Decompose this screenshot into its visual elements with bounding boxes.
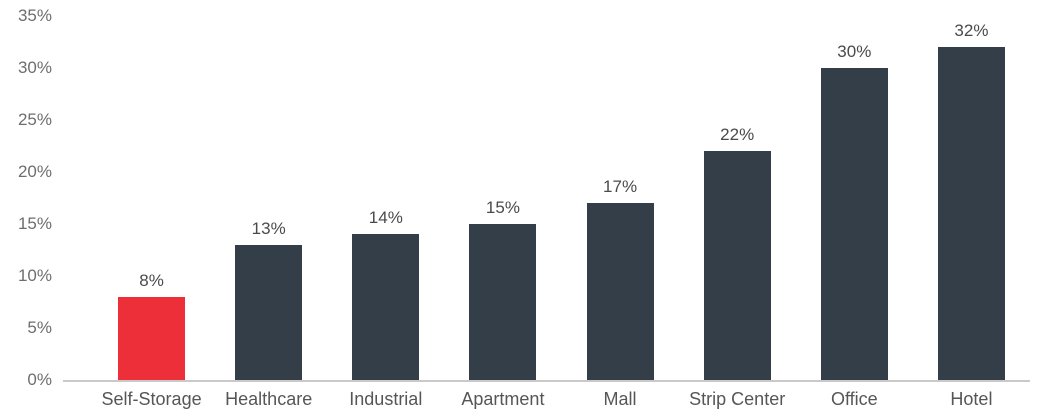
y-tick-label-10-: 10% [17,266,52,285]
bar-value-label-mall: 17% [603,177,638,197]
bar-slot-industrial: 14% [327,16,444,380]
bar-slot-self-storage: 8% [93,16,210,380]
x-category-label-hotel: Hotel [950,389,993,409]
bar-healthcare [235,244,303,380]
x-category-label-industrial: Industrial [349,389,423,409]
bar-strip-center [703,151,771,380]
x-category-label-apartment: Apartment [461,389,545,409]
x-category-label-strip-center: Strip Center [689,389,786,409]
y-tick-label-0-: 0% [27,370,52,389]
y-tick-label-20-: 20% [17,162,52,181]
y-axis: 0% 5% 10% 15% 20% 25% 30% 35% [0,0,52,419]
x-category-label-self-storage: Self-Storage [101,389,202,409]
x-category-label-mall: Mall [603,389,637,409]
y-tick-label-5-: 5% [27,318,52,337]
y-tick-label-15-: 15% [17,214,52,233]
bar-slot-hotel: 32% [913,16,1030,380]
bar-slot-office: 30% [796,16,913,380]
y-tick-label-30-: 30% [17,58,52,77]
x-category-label-office: Office [830,389,878,409]
x-axis: Self-Storage Healthcare Industrial Apartmen… [63,384,1030,409]
bar-value-label-self-storage: 8% [139,270,164,290]
bar-slot-mall: 17% [562,16,679,380]
bar-mall [586,203,654,380]
bar-slot-apartment: 15% [444,16,561,380]
bar-value-label-industrial: 14% [368,208,403,228]
bar-office [820,68,888,380]
bar-row: 8% 13% 14% 15% 17% 22% 30% 32% [63,16,1030,380]
bar-hotel [937,47,1005,380]
plot-area: 8% 13% 14% 15% 17% 22% 30% 32% [63,16,1030,382]
x-category-label-healthcare: Healthcare [225,389,313,409]
bar-slot-strip-center: 22% [679,16,796,380]
y-tick-label-35-: 35% [17,6,52,25]
y-tick-label-25-: 25% [17,110,52,129]
bar-value-label-apartment: 15% [485,198,520,217]
bar-apartment [469,224,537,380]
bar-slot-healthcare: 13% [210,16,327,380]
bar-value-label-strip-center: 22% [720,125,755,145]
bar-industrial [352,234,420,380]
bar-value-label-office: 30% [837,42,872,61]
bar-value-label-hotel: 32% [954,21,989,41]
bar-value-label-healthcare: 13% [251,218,286,238]
bar-self-storage [118,296,186,380]
